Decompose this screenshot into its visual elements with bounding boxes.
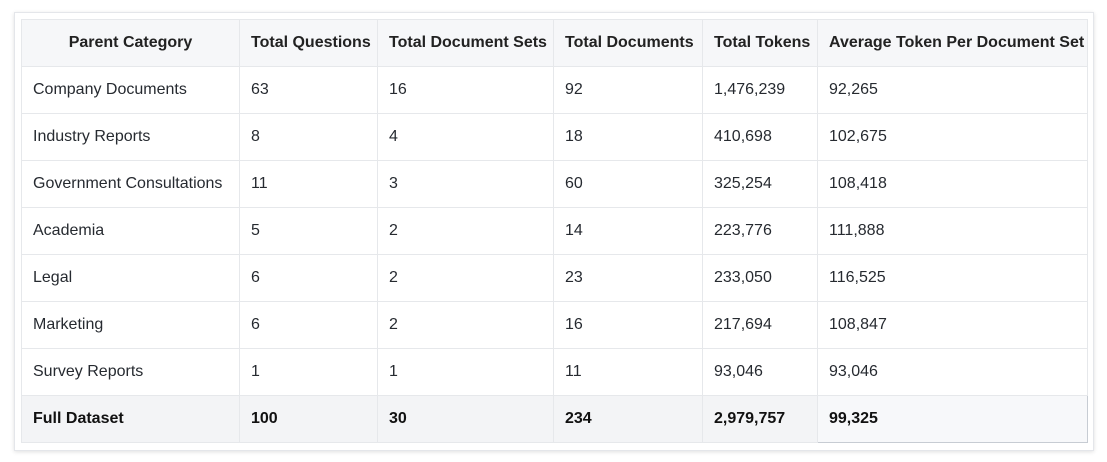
header-total-documents[interactable]: Total Documents bbox=[553, 19, 703, 67]
cell-total-documents[interactable]: 14 bbox=[553, 207, 703, 255]
cell-average-tokens[interactable]: 116,525 bbox=[817, 254, 1088, 302]
header-average-token-per-document-set[interactable]: Average Token Per Document Set bbox=[817, 19, 1088, 67]
table-row: Industry Reports 8 4 18 410,698 102,675 bbox=[21, 113, 1088, 161]
cell-category[interactable]: Marketing bbox=[21, 301, 240, 349]
cell-average-tokens[interactable]: 108,418 bbox=[817, 160, 1088, 208]
cell-total-document-sets[interactable]: 3 bbox=[377, 160, 554, 208]
cell-total-documents[interactable]: 23 bbox=[553, 254, 703, 302]
cell-total-tokens[interactable]: 217,694 bbox=[702, 301, 818, 349]
cell-total-document-sets[interactable]: 2 bbox=[377, 301, 554, 349]
cell-category[interactable]: Survey Reports bbox=[21, 348, 240, 396]
cell-average-tokens[interactable]: 93,046 bbox=[817, 348, 1088, 396]
cell-total-documents[interactable]: 18 bbox=[553, 113, 703, 161]
dataset-statistics-table: Parent Category Total Questions Total Do… bbox=[21, 19, 1088, 443]
cell-total-tokens[interactable]: 233,050 bbox=[702, 254, 818, 302]
cell-total-tokens[interactable]: 1,476,239 bbox=[702, 66, 818, 114]
cell-average-tokens[interactable]: 111,888 bbox=[817, 207, 1088, 255]
table-header-row: Parent Category Total Questions Total Do… bbox=[21, 19, 1088, 67]
table-row: Government Consultations 11 3 60 325,254… bbox=[21, 160, 1088, 208]
header-total-questions[interactable]: Total Questions bbox=[239, 19, 378, 67]
cell-total-questions[interactable]: 6 bbox=[239, 254, 378, 302]
cell-total-questions[interactable]: 1 bbox=[239, 348, 378, 396]
cell-total-tokens[interactable]: 410,698 bbox=[702, 113, 818, 161]
total-cell-average-tokens[interactable]: 99,325 bbox=[817, 395, 1088, 443]
cell-total-questions[interactable]: 5 bbox=[239, 207, 378, 255]
cell-category[interactable]: Legal bbox=[21, 254, 240, 302]
cell-total-document-sets[interactable]: 2 bbox=[377, 254, 554, 302]
cell-total-document-sets[interactable]: 16 bbox=[377, 66, 554, 114]
total-cell-total-tokens[interactable]: 2,979,757 bbox=[702, 395, 818, 443]
cell-total-tokens[interactable]: 223,776 bbox=[702, 207, 818, 255]
header-total-tokens[interactable]: Total Tokens bbox=[702, 19, 818, 67]
header-parent-category[interactable]: Parent Category bbox=[21, 19, 240, 67]
cell-total-questions[interactable]: 8 bbox=[239, 113, 378, 161]
total-cell-category[interactable]: Full Dataset bbox=[21, 395, 240, 443]
cell-average-tokens[interactable]: 108,847 bbox=[817, 301, 1088, 349]
cell-total-tokens[interactable]: 93,046 bbox=[702, 348, 818, 396]
cell-average-tokens[interactable]: 102,675 bbox=[817, 113, 1088, 161]
cell-total-questions[interactable]: 11 bbox=[239, 160, 378, 208]
table-row: Academia 5 2 14 223,776 111,888 bbox=[21, 207, 1088, 255]
table-row: Company Documents 63 16 92 1,476,239 92,… bbox=[21, 66, 1088, 114]
cell-total-tokens[interactable]: 325,254 bbox=[702, 160, 818, 208]
table-container: Parent Category Total Questions Total Do… bbox=[14, 12, 1094, 451]
table-row: Marketing 6 2 16 217,694 108,847 bbox=[21, 301, 1088, 349]
cell-total-documents[interactable]: 60 bbox=[553, 160, 703, 208]
cell-category[interactable]: Company Documents bbox=[21, 66, 240, 114]
cell-total-documents[interactable]: 16 bbox=[553, 301, 703, 349]
cell-total-document-sets[interactable]: 2 bbox=[377, 207, 554, 255]
cell-average-tokens[interactable]: 92,265 bbox=[817, 66, 1088, 114]
header-total-document-sets[interactable]: Total Document Sets bbox=[377, 19, 554, 67]
total-cell-total-questions[interactable]: 100 bbox=[239, 395, 378, 443]
cell-total-questions[interactable]: 63 bbox=[239, 66, 378, 114]
table-row: Survey Reports 1 1 11 93,046 93,046 bbox=[21, 348, 1088, 396]
table-total-row: Full Dataset 100 30 234 2,979,757 99,325 bbox=[21, 395, 1088, 443]
cell-category[interactable]: Industry Reports bbox=[21, 113, 240, 161]
total-cell-total-documents[interactable]: 234 bbox=[553, 395, 703, 443]
cell-category[interactable]: Government Consultations bbox=[21, 160, 240, 208]
cell-total-document-sets[interactable]: 1 bbox=[377, 348, 554, 396]
total-cell-total-document-sets[interactable]: 30 bbox=[377, 395, 554, 443]
cell-total-documents[interactable]: 92 bbox=[553, 66, 703, 114]
cell-total-questions[interactable]: 6 bbox=[239, 301, 378, 349]
cell-total-document-sets[interactable]: 4 bbox=[377, 113, 554, 161]
cell-total-documents[interactable]: 11 bbox=[553, 348, 703, 396]
table-row: Legal 6 2 23 233,050 116,525 bbox=[21, 254, 1088, 302]
cell-category[interactable]: Academia bbox=[21, 207, 240, 255]
